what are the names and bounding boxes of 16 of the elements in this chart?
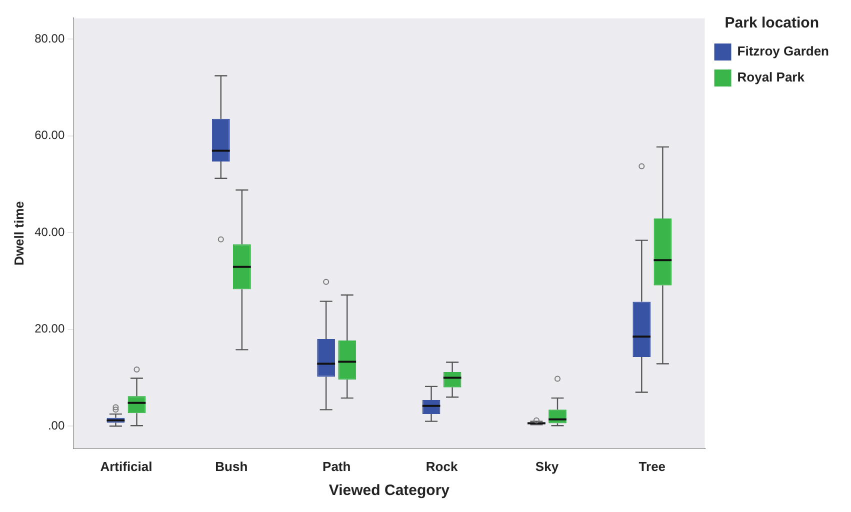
- x-tick-label: Sky: [535, 458, 560, 474]
- x-tick-label: Bush: [215, 458, 248, 474]
- x-tick-label: Artificial: [100, 458, 152, 474]
- legend-label: Royal Park: [737, 70, 806, 85]
- legend-title: Park location: [724, 14, 819, 32]
- x-axis-title: Viewed Category: [328, 482, 450, 500]
- y-tick-label: 60.00: [34, 128, 65, 142]
- y-tick-label: .00: [48, 418, 65, 432]
- y-tick-label: 80.00: [34, 31, 65, 46]
- y-tick-label: 40.00: [34, 224, 65, 239]
- y-axis-title: Dwell time: [11, 201, 26, 266]
- x-tick-label: Rock: [426, 458, 458, 474]
- x-tick-label: Path: [322, 458, 351, 474]
- y-tick-label: 20.00: [34, 322, 65, 336]
- x-tick-label: Tree: [638, 458, 666, 474]
- legend-label: Fitzroy Garden: [737, 44, 830, 59]
